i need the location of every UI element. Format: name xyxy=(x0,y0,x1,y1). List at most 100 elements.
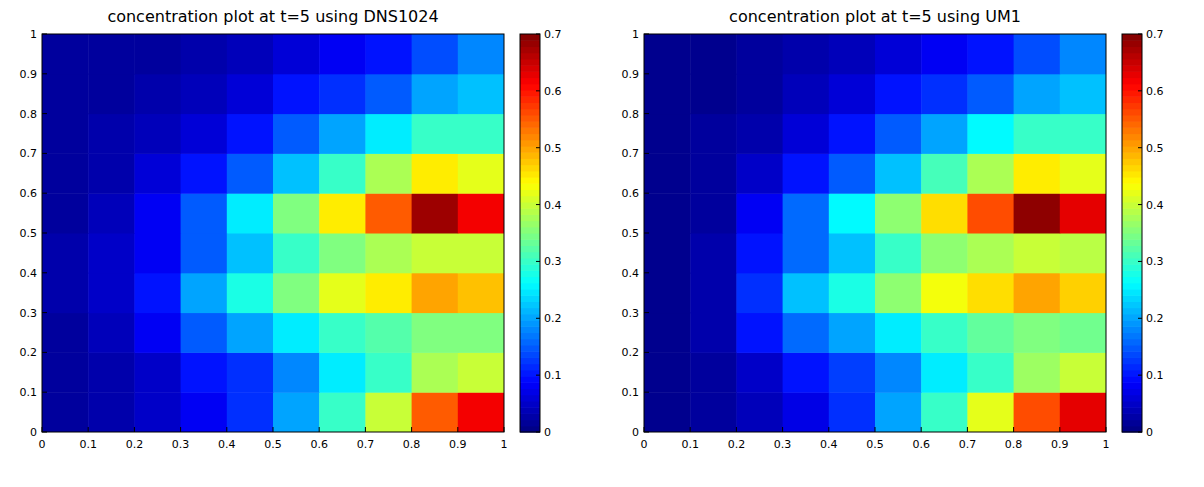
colorbar-swatch xyxy=(520,40,540,47)
colorbar-swatch xyxy=(520,407,540,414)
plot-frame xyxy=(644,34,1106,432)
x-tick xyxy=(365,427,366,432)
heat-cell xyxy=(273,153,320,193)
colorbar-swatch xyxy=(520,351,540,358)
x-tick-label: 0 xyxy=(39,438,46,451)
heat-cell xyxy=(273,313,320,353)
colorbar-swatch xyxy=(520,171,540,178)
colorbar-swatch xyxy=(520,233,540,240)
heat-cell xyxy=(967,313,1014,353)
heat-cell xyxy=(227,193,274,233)
y-tick-label: 0.7 xyxy=(622,147,640,160)
heat-cell xyxy=(1060,153,1106,193)
heat-cell xyxy=(690,114,737,154)
colorbar-frame xyxy=(520,34,540,432)
colorbar-swatch xyxy=(1122,339,1142,346)
heat-cell xyxy=(921,153,968,193)
x-tick xyxy=(1106,427,1107,432)
heat-cell xyxy=(736,392,783,432)
colorbar-swatch xyxy=(1122,221,1142,228)
heat-cell xyxy=(1060,193,1106,233)
heat-cell xyxy=(273,74,320,114)
colorbar-swatch xyxy=(1122,357,1142,364)
x-tick xyxy=(1013,427,1014,432)
heat-cell xyxy=(88,193,135,233)
colorbar-swatch xyxy=(1122,171,1142,178)
colorbar-tick-label: 0.6 xyxy=(1146,85,1164,98)
colorbar-tick-label: 0 xyxy=(1146,426,1153,439)
colorbar-swatch xyxy=(1122,177,1142,184)
x-tick xyxy=(828,427,829,432)
colorbar-tick xyxy=(536,90,540,91)
colorbar-tick-label: 0.3 xyxy=(544,255,562,268)
heat-cell xyxy=(921,352,968,392)
heat-cell xyxy=(412,313,459,353)
y-tick-label: 1 xyxy=(632,28,639,41)
colorbar-swatch xyxy=(1122,245,1142,252)
colorbar-swatch xyxy=(520,214,540,221)
heat-cell xyxy=(736,313,783,353)
colorbar-swatch xyxy=(520,109,540,116)
heat-cell xyxy=(134,352,181,392)
colorbar-tick-label: 0.5 xyxy=(544,142,562,155)
heat-cell xyxy=(1060,352,1106,392)
colorbar-swatch xyxy=(520,326,540,333)
colorbar-swatch xyxy=(1122,140,1142,147)
x-tick xyxy=(88,427,89,432)
y-tick xyxy=(42,153,47,154)
cells xyxy=(644,34,1106,432)
x-tick-label: 0.8 xyxy=(403,438,421,451)
heat-cell xyxy=(319,352,366,392)
heat-cell xyxy=(783,313,830,353)
heat-cell xyxy=(458,153,504,193)
colorbar-swatch xyxy=(1122,239,1142,246)
colorbar-swatch xyxy=(1122,158,1142,165)
colorbar-swatch xyxy=(1122,295,1142,302)
x-tick-label: 0.5 xyxy=(264,438,282,451)
x-tick xyxy=(736,427,737,432)
colorbar-swatch xyxy=(520,339,540,346)
y-tick xyxy=(644,352,649,353)
heat-cell xyxy=(365,352,412,392)
heat-cell xyxy=(644,273,691,313)
colorbar-swatch xyxy=(1122,376,1142,383)
heat-cell xyxy=(134,34,181,74)
heat-cell xyxy=(88,74,135,114)
colorbar-swatch xyxy=(520,289,540,296)
y-tick-label: 0.8 xyxy=(20,108,38,121)
heat-cell xyxy=(458,273,504,313)
x-tick xyxy=(504,427,505,432)
heat-cell xyxy=(921,34,968,74)
heat-cell xyxy=(875,74,922,114)
heat-cell xyxy=(690,392,737,432)
x-tick-label: 0.4 xyxy=(820,438,838,451)
heat-cell xyxy=(1060,392,1106,432)
heat-cell xyxy=(921,392,968,432)
colorbar-swatch xyxy=(520,258,540,265)
heat-cell xyxy=(273,193,320,233)
heat-cell xyxy=(1060,34,1106,74)
colorbar-tick-label: 0.4 xyxy=(1146,199,1164,212)
x-tick-label: 0.5 xyxy=(866,438,884,451)
y-tick-label: 0.3 xyxy=(622,307,640,320)
x-tick-label: 0.7 xyxy=(357,438,375,451)
x-tick-label: 0.1 xyxy=(681,438,699,451)
heat-cell xyxy=(1060,313,1106,353)
heat-cell xyxy=(227,313,274,353)
x-tick-label: 0.4 xyxy=(218,438,236,451)
heat-cell xyxy=(227,114,274,154)
y-tick-label: 0.3 xyxy=(20,307,38,320)
colorbar-swatch xyxy=(520,202,540,209)
heat-cell xyxy=(783,233,830,273)
heat-cell xyxy=(736,153,783,193)
y-tick-label: 0.5 xyxy=(622,227,640,240)
plot-frame xyxy=(42,34,504,432)
y-tick-label: 0.5 xyxy=(20,227,38,240)
heat-cell xyxy=(644,233,691,273)
heat-cell xyxy=(783,74,830,114)
colorbar-swatch xyxy=(520,59,540,66)
colorbar-swatch xyxy=(520,364,540,371)
heat-cell xyxy=(88,233,135,273)
heat-cell xyxy=(319,193,366,233)
colorbar-swatch xyxy=(1122,289,1142,296)
